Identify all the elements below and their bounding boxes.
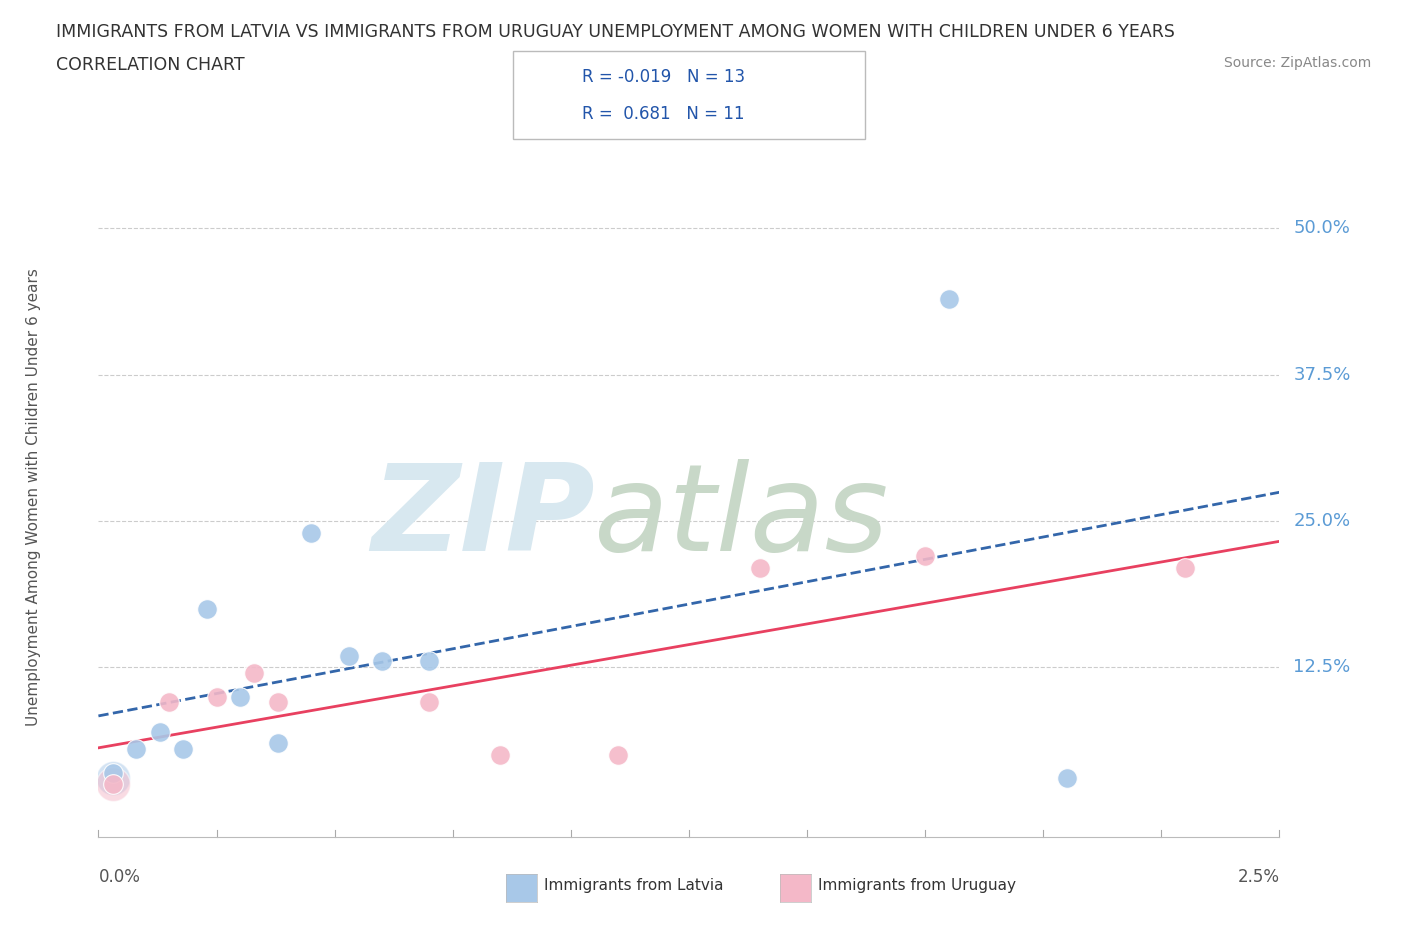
Text: IMMIGRANTS FROM LATVIA VS IMMIGRANTS FROM URUGUAY UNEMPLOYMENT AMONG WOMEN WITH : IMMIGRANTS FROM LATVIA VS IMMIGRANTS FRO… [56,23,1175,41]
Point [299,525,322,540]
Point [101,777,124,791]
Point [748,561,770,576]
Point [418,654,440,669]
Text: Source: ZipAtlas.com: Source: ZipAtlas.com [1223,56,1371,70]
Point [337,648,360,663]
Point [267,736,290,751]
Point [125,742,148,757]
Text: 50.0%: 50.0% [1294,219,1350,237]
Text: Immigrants from Latvia: Immigrants from Latvia [544,878,724,893]
Point [101,777,124,791]
Point [243,666,266,681]
Text: CORRELATION CHART: CORRELATION CHART [56,56,245,73]
Text: R = -0.019   N = 13: R = -0.019 N = 13 [582,68,745,86]
Point [157,695,180,710]
Text: Unemployment Among Women with Children Under 6 years: Unemployment Among Women with Children U… [25,269,41,726]
Text: 12.5%: 12.5% [1294,658,1351,676]
Point [195,602,218,617]
Point [914,549,936,564]
Text: 2.5%: 2.5% [1237,868,1279,885]
Point [1056,771,1078,786]
Text: R =  0.681   N = 11: R = 0.681 N = 11 [582,104,745,123]
Point [172,742,194,757]
Text: ZIP: ZIP [371,459,595,577]
Text: atlas: atlas [595,459,890,577]
Point [229,689,252,704]
Point [607,748,630,763]
Text: 0.0%: 0.0% [98,868,141,885]
Text: Immigrants from Uruguay: Immigrants from Uruguay [818,878,1017,893]
Point [1174,561,1197,576]
Point [149,724,172,739]
Point [101,765,124,780]
Text: 25.0%: 25.0% [1294,512,1351,530]
Point [101,771,124,786]
Point [489,748,512,763]
Point [371,654,394,669]
Point [205,689,228,704]
Point [418,695,440,710]
Text: 37.5%: 37.5% [1294,365,1351,384]
Point [267,695,290,710]
Point [938,291,960,306]
